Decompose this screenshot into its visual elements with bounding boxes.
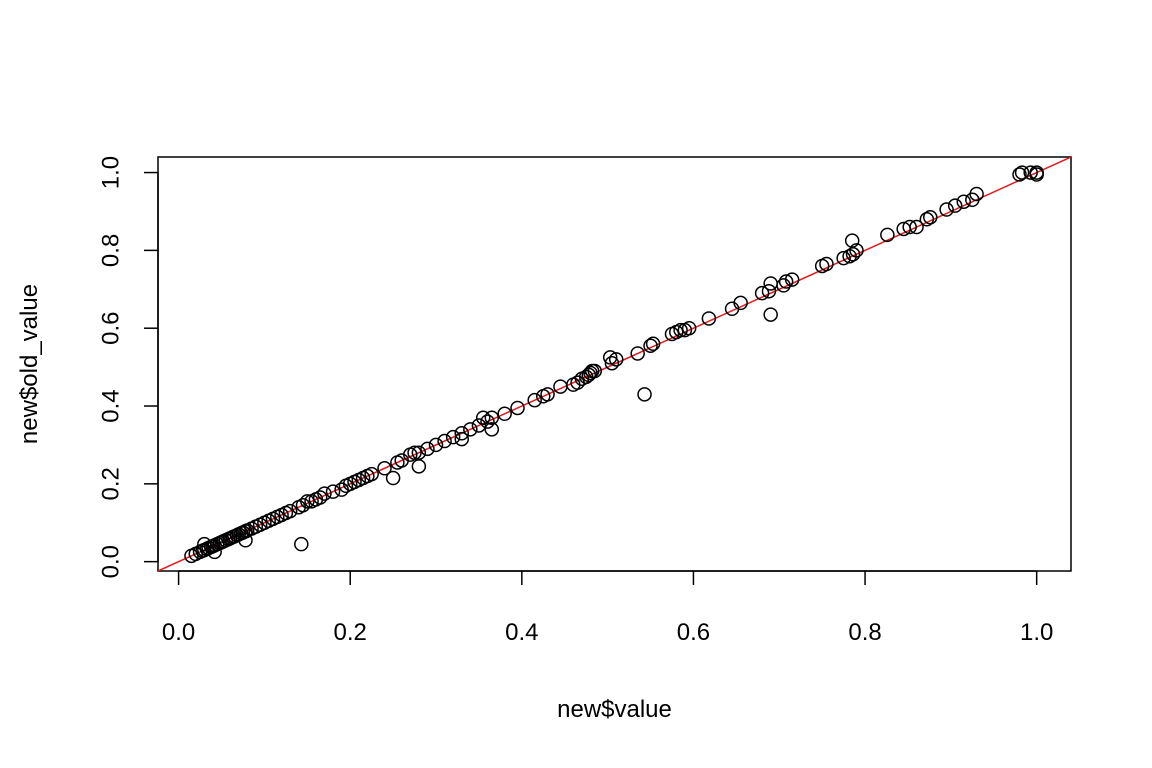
data-point <box>604 355 620 371</box>
data-point <box>510 400 525 416</box>
data-point <box>909 219 924 235</box>
y-tick-label: 0.2 <box>97 467 124 500</box>
x-tick-label: 1.0 <box>1020 619 1053 646</box>
data-point <box>630 346 645 361</box>
data-point <box>428 437 444 453</box>
data-point <box>317 486 332 501</box>
data-point <box>454 426 470 441</box>
data-point <box>294 536 309 552</box>
y-tick-label: 0.4 <box>97 389 124 422</box>
data-point <box>754 285 770 301</box>
data-point <box>364 466 379 482</box>
data-point <box>325 484 341 499</box>
data-point <box>475 410 491 425</box>
x-tick-label: 0.2 <box>334 619 367 646</box>
data-point <box>880 227 895 243</box>
data-point <box>480 414 495 429</box>
x-tick-label: 0.6 <box>677 619 710 646</box>
data-point <box>701 311 717 326</box>
data-point <box>844 233 860 248</box>
data-point <box>282 503 298 519</box>
y-axis-title: new$old_value <box>16 284 43 444</box>
data-point <box>471 418 487 433</box>
data-point <box>637 387 652 402</box>
data-point <box>902 219 917 235</box>
data-point <box>681 320 697 336</box>
data-point <box>312 490 328 505</box>
data-point <box>784 272 800 287</box>
data-point <box>849 243 864 258</box>
x-tick-label: 0.4 <box>505 619 538 646</box>
y-tick-label: 0.6 <box>97 312 124 345</box>
data-point <box>527 392 542 408</box>
data-point <box>497 406 512 422</box>
data-point <box>733 295 748 311</box>
data-point <box>295 497 311 513</box>
data-point <box>819 256 834 272</box>
data-point <box>454 431 470 447</box>
data-point <box>484 422 500 437</box>
data-point <box>1014 165 1030 180</box>
data-point <box>1023 165 1038 180</box>
data-point <box>919 212 935 227</box>
data-point <box>587 363 603 379</box>
data-point <box>645 336 661 352</box>
data-point <box>300 494 315 509</box>
data-point <box>608 352 624 367</box>
data-point <box>956 194 971 209</box>
data-point <box>673 322 688 338</box>
data-point <box>778 274 794 289</box>
data-point <box>923 210 938 225</box>
data-point <box>602 350 618 365</box>
data-point <box>1029 167 1044 182</box>
data-point <box>763 307 778 322</box>
data-point <box>385 470 401 486</box>
data-point <box>445 429 461 445</box>
data-point <box>836 250 851 266</box>
y-axis: 0.0 0.2 0.4 0.6 0.8 1.0 <box>97 156 159 578</box>
data-point <box>540 387 555 402</box>
data-point <box>437 433 452 449</box>
x-tick-label: 0.8 <box>848 619 881 646</box>
y-tick-label: 1.0 <box>97 156 124 189</box>
x-axis-title: new$value <box>557 696 672 723</box>
data-point <box>238 533 253 548</box>
data-point <box>969 186 984 202</box>
y-tick-label: 0.8 <box>97 234 124 267</box>
data-point <box>463 422 478 437</box>
data-point <box>420 441 435 457</box>
data-point <box>761 283 777 299</box>
data-point <box>947 198 963 213</box>
data-point <box>197 536 212 552</box>
data-points <box>184 165 1044 564</box>
y-tick-label: 0.0 <box>97 545 124 578</box>
data-point <box>484 410 500 425</box>
data-point <box>411 459 427 474</box>
data-point <box>939 202 954 217</box>
x-tick-label: 0.0 <box>162 619 195 646</box>
x-axis: 0.0 0.2 0.4 0.6 0.8 1.0 <box>162 570 1053 646</box>
data-point <box>1012 167 1027 182</box>
data-point <box>407 445 422 460</box>
data-point <box>763 276 778 291</box>
data-point <box>207 544 222 560</box>
data-point <box>377 461 392 476</box>
data-point <box>643 338 658 353</box>
